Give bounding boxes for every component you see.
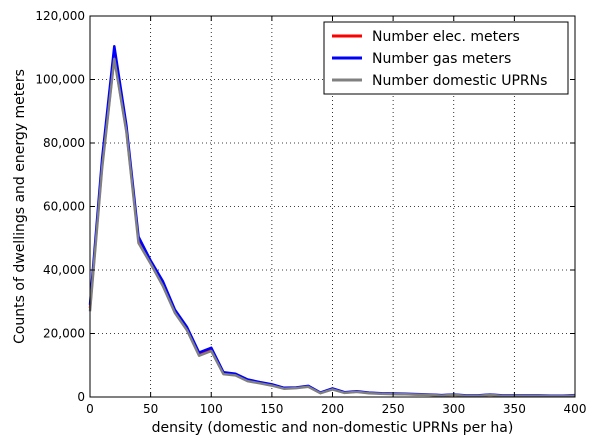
x-tick-label: 0 xyxy=(86,402,94,416)
axis-ticks: 0 50 100 150 200 250 300 350 400 0 20,000 40,000 60,… xyxy=(35,9,586,416)
y-axis-title: Counts of dwellings and energy meters xyxy=(12,69,28,344)
y-tick-label: 120,000 xyxy=(35,9,85,23)
x-tick-label: 400 xyxy=(564,402,587,416)
y-tick-label: 60,000 xyxy=(43,200,85,214)
x-axis-title: density (domestic and non-domestic UPRNs… xyxy=(152,420,514,436)
legend: Number elec. meters Number gas meters Numb… xyxy=(323,21,569,95)
x-tick-label: 300 xyxy=(442,402,465,416)
x-tick-label: 100 xyxy=(200,402,223,416)
y-tick-label: 100,000 xyxy=(35,73,85,87)
x-tick-label: 250 xyxy=(382,402,405,416)
y-tick-label: 80,000 xyxy=(43,136,85,150)
legend-label: Number elec. meters xyxy=(372,29,520,45)
x-tick-label: 50 xyxy=(143,402,158,416)
series-line xyxy=(88,57,576,398)
y-tick-label: 40,000 xyxy=(43,263,85,277)
x-tick-label: 200 xyxy=(321,402,344,416)
y-tick-label: 0 xyxy=(77,390,85,404)
x-tick-label: 150 xyxy=(260,402,283,416)
legend-label: Number gas meters xyxy=(372,51,511,67)
legend-label: Number domestic UPRNs xyxy=(372,73,547,89)
legend-box xyxy=(323,21,569,95)
x-tick-label: 350 xyxy=(503,402,526,416)
data-lines xyxy=(88,44,576,398)
y-tick-label: 20,000 xyxy=(43,327,85,341)
